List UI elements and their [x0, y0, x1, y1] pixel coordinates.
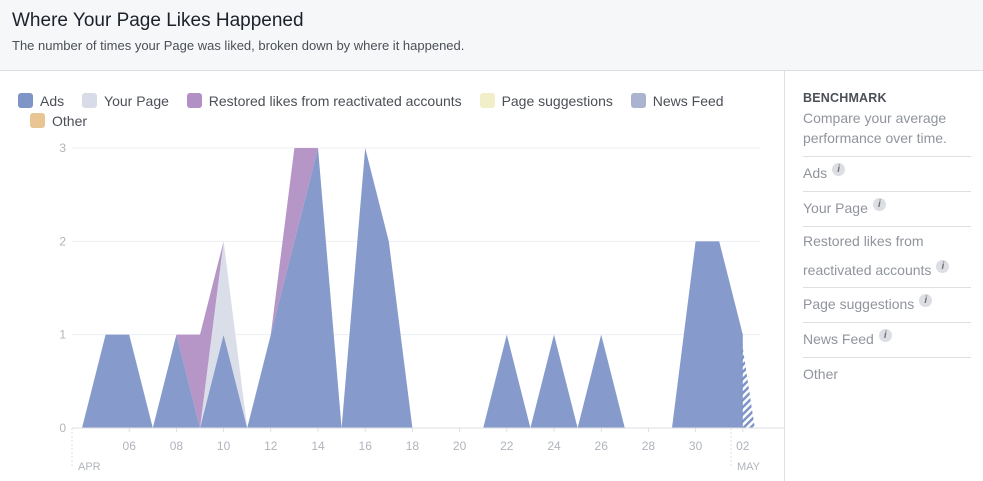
page-subtitle: The number of times your Page was liked,…	[12, 38, 465, 53]
x-tick-label: 24	[547, 439, 561, 453]
legend-swatch-restored-likes	[186, 93, 202, 108]
legend-item-restored-likes[interactable]: Restored likes from reactivated accounts	[186, 91, 462, 110]
benchmark-panel: BENCHMARK Compare your average performan…	[784, 71, 983, 481]
x-tick-label: 06	[123, 439, 137, 453]
page-header: Where Your Page Likes Happened The numbe…	[0, 0, 983, 71]
x-tick-label: 08	[170, 439, 184, 453]
legend-label: Page suggestions	[501, 92, 613, 109]
legend-item-your-page[interactable]: Your Page	[82, 91, 169, 110]
legend-swatch-page-suggestions	[479, 93, 495, 108]
legend-swatch-other	[30, 113, 45, 128]
info-icon[interactable]: i	[936, 260, 950, 274]
x-tick-label: 12	[264, 439, 278, 453]
benchmark-item-ads[interactable]: Ads i	[803, 156, 971, 191]
y-tick-label: 2	[59, 234, 66, 248]
info-icon[interactable]: i	[919, 294, 933, 308]
x-tick-label: 22	[500, 439, 514, 453]
benchmark-item-label: Your Page	[803, 200, 868, 216]
legend-label: Restored likes from reactivated accounts	[208, 92, 462, 109]
benchmark-heading: BENCHMARK	[803, 91, 887, 105]
area-series-2	[82, 148, 743, 428]
chart-legend: Ads Your Page Restored likes from reacti…	[18, 91, 768, 131]
benchmark-item-label: Page suggestions	[803, 296, 915, 312]
x-tick-label: 30	[689, 439, 703, 453]
info-icon[interactable]: i	[832, 163, 846, 177]
x-tick-label: 18	[406, 439, 420, 453]
legend-item-news-feed[interactable]: News Feed	[630, 91, 724, 110]
legend-label: News Feed	[652, 92, 724, 109]
projected-area	[740, 334, 755, 428]
benchmark-item-page-suggestions[interactable]: Page suggestions i	[803, 287, 971, 322]
x-tick-label: 14	[311, 439, 325, 453]
benchmark-item-news-feed[interactable]: News Feed i	[803, 322, 971, 357]
info-icon[interactable]: i	[872, 198, 886, 212]
y-tick-label: 1	[59, 328, 66, 342]
benchmark-item-other[interactable]: Other	[803, 357, 971, 392]
benchmark-item-label: Other	[803, 366, 839, 382]
benchmark-item-label: News Feed	[803, 331, 874, 347]
legend-label: Your Page	[104, 92, 169, 109]
benchmark-list: Ads i Your Page i Restored likes from reac…	[803, 156, 971, 392]
benchmark-item-restored-likes[interactable]: Restored likes from reactivated accounts…	[803, 226, 971, 287]
y-tick-label: 0	[59, 421, 66, 435]
legend-swatch-ads	[18, 93, 33, 108]
month-label-may: MAY	[737, 461, 761, 473]
month-label-apr: APR	[78, 461, 101, 473]
legend-swatch-your-page	[82, 93, 98, 108]
x-tick-label: 16	[359, 439, 373, 453]
legend-label: Other	[52, 112, 88, 129]
x-tick-label: 10	[217, 439, 231, 453]
benchmark-item-label: Restored likes from reactivated accounts	[803, 233, 932, 278]
x-tick-label: 26	[595, 439, 609, 453]
area-series-0	[82, 148, 743, 428]
legend-item-page-suggestions[interactable]: Page suggestions	[479, 91, 613, 110]
legend-item-ads[interactable]: Ads	[18, 91, 64, 110]
x-tick-label: 02	[736, 439, 750, 453]
x-tick-label: 28	[642, 439, 656, 453]
info-icon[interactable]: i	[878, 329, 892, 343]
legend-item-other[interactable]: Other	[30, 111, 87, 130]
benchmark-description: Compare your average performance over ti…	[803, 110, 947, 146]
page-title: Where Your Page Likes Happened	[12, 10, 304, 31]
benchmark-item-label: Ads	[803, 165, 828, 181]
x-tick-label: 20	[453, 439, 467, 453]
legend-swatch-news-feed	[630, 93, 646, 108]
y-tick-label: 3	[59, 141, 66, 155]
benchmark-item-your-page[interactable]: Your Page i	[803, 191, 971, 226]
legend-label: Ads	[40, 92, 65, 109]
